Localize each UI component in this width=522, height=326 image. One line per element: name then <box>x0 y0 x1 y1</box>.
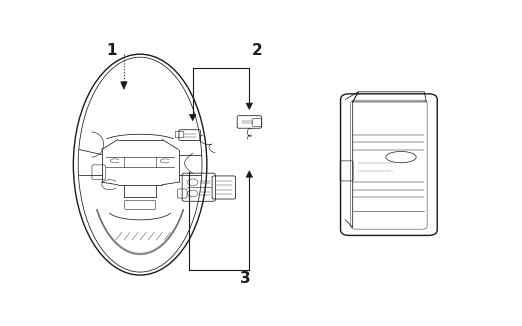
Text: 3: 3 <box>240 271 251 286</box>
Polygon shape <box>121 82 127 89</box>
Polygon shape <box>189 114 196 121</box>
Polygon shape <box>246 103 253 110</box>
Text: 2: 2 <box>252 43 263 58</box>
Text: 1: 1 <box>106 43 117 58</box>
Polygon shape <box>246 171 253 177</box>
